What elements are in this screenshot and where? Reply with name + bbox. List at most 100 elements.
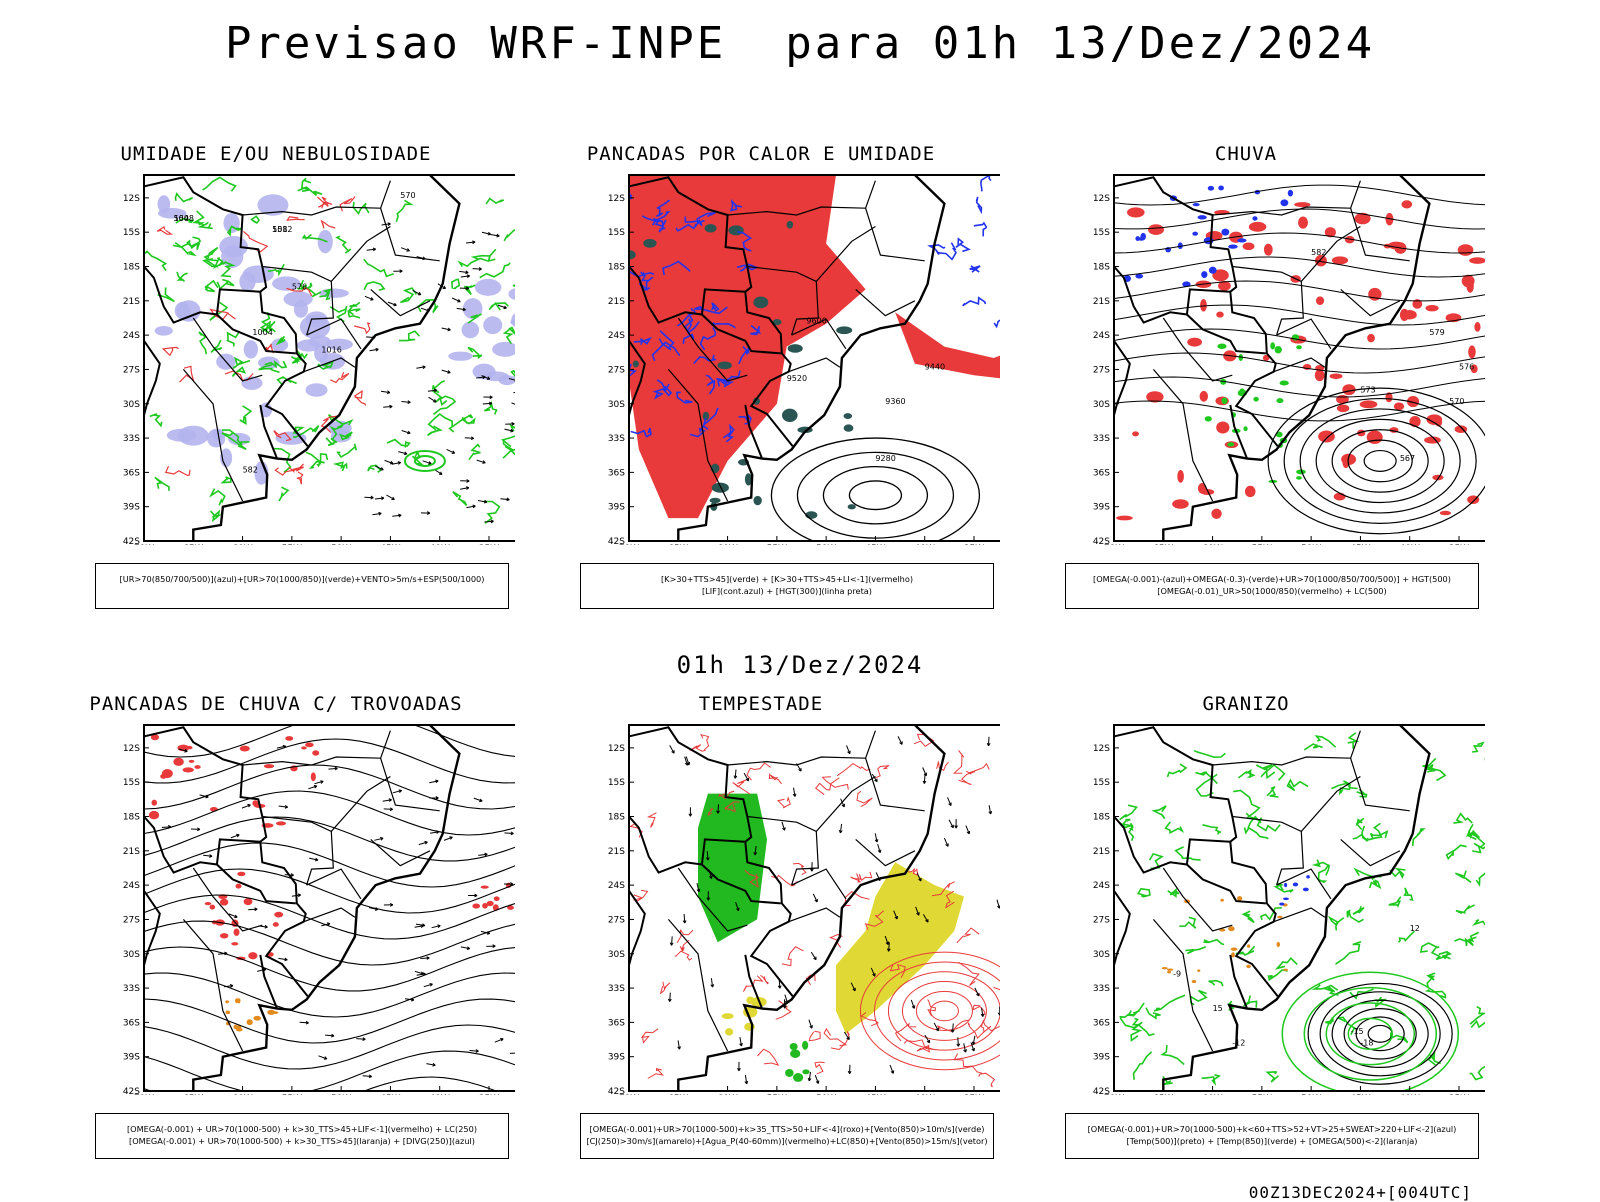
map-umidade[interactable]: 1008101210041016102057057658256455812S15… xyxy=(95,173,515,545)
map-tempestade[interactable]: 12S 15S 18S 21S 24S 27S 30S 33S 36S 39S 42S70W 65W 6… xyxy=(580,723,1000,1095)
map-layers xyxy=(144,725,515,1091)
legend-line-1: [K>30+TTS>45](verde) + [K>30+TTS>45+LI<-… xyxy=(660,574,914,584)
legend-line-1: [OMEGA(-0.001)+UR>70(1000-500)+k<60+TTS>… xyxy=(1087,1124,1457,1134)
contour-label: -12 xyxy=(1232,1038,1245,1047)
lon-label: 55W xyxy=(282,544,302,545)
panel-title: TEMPESTADE xyxy=(698,693,824,715)
lat-label: 36S xyxy=(1093,468,1110,478)
map-chuva[interactable]: 582 579 576 573 570 567 12S 15S 18S 21S 24S 27S 30S 3… xyxy=(1065,173,1485,545)
panel-title: CHUVA xyxy=(1214,143,1278,165)
lat-label: 42S xyxy=(608,1087,625,1095)
legend-line-2: [CJ(250)>30m/s](amarelo)+[Agua_P(40-60mm… xyxy=(586,1136,988,1146)
legend-box: [OMEGA(-0.001)+UR>70(1000-500)+k<60+TTS>… xyxy=(1065,1113,1479,1159)
lat-label: 30S xyxy=(1093,950,1110,960)
lon-label: 40W xyxy=(430,1094,450,1095)
lat-label: 24S xyxy=(123,881,140,891)
contour-label: -15 xyxy=(1351,1027,1364,1036)
contour-label: 1012 xyxy=(272,225,292,234)
lat-label: 42S xyxy=(123,537,140,545)
legend-box: [K>30+TTS>45](verde) + [K>30+TTS>45+LI<-… xyxy=(580,563,994,609)
lon-label: 60W xyxy=(717,544,737,545)
lat-label: 42S xyxy=(608,537,625,545)
lat-label: 18S xyxy=(608,263,625,273)
lat-label: 12S xyxy=(608,744,625,754)
contour-label: 1004 xyxy=(252,328,272,337)
lat-label: 27S xyxy=(608,915,625,925)
map-canvas: 9600 9520 9440 9360 9280 12S 15S 18S 21S 24S 27S 30… xyxy=(608,174,1000,545)
panel-chuva: CHUVA 582 579 576 573 570 567 12S 15S 18S 21S 24S 2… xyxy=(1016,143,1485,623)
lat-label: 24S xyxy=(608,881,625,891)
lat-label: 21S xyxy=(1093,297,1110,307)
lon-label: 40W xyxy=(430,544,450,545)
contour-label: 1016 xyxy=(321,345,341,354)
contour-label: 12 xyxy=(1410,924,1420,933)
map-pancadas-calor[interactable]: 9600 9520 9440 9360 9280 12S 15S 18S 21S 24S 27S 30… xyxy=(580,173,1000,545)
contour-label: 582 xyxy=(243,465,258,474)
lat-label: 15S xyxy=(1093,778,1110,788)
panel-title: GRANIZO xyxy=(1202,693,1290,715)
legend-line-1: [OMEGA(-0.001)-(azul)+OMEGA(-0.3)-(verde… xyxy=(1093,574,1451,584)
lon-label: 40W xyxy=(1400,1094,1420,1095)
lat-label: 36S xyxy=(608,1018,625,1028)
map-canvas: 12S 15S 18S 21S 24S 27S 30S 33S 36S 39S 42S70W 65W 6… xyxy=(123,724,515,1095)
contour-label: -9 xyxy=(1173,970,1181,979)
lon-label: 70W xyxy=(134,1094,154,1095)
map-granizo[interactable]: -12 -15 -18 -9 15 12 12S 15S 18S 21S 24S 27S 30S 33S 3… xyxy=(1065,723,1485,1095)
lat-label: 39S xyxy=(123,1053,140,1063)
lon-label: 55W xyxy=(282,1094,302,1095)
lat-label: 30S xyxy=(123,400,140,410)
map-layers: 10081012100410161020570576582564558 xyxy=(144,175,515,541)
lat-label: 33S xyxy=(608,984,625,994)
lon-label: 70W xyxy=(134,544,154,545)
contour-label: 15 xyxy=(1213,1004,1223,1013)
contour-label: 573 xyxy=(1360,385,1375,394)
lat-label: 18S xyxy=(1093,263,1110,273)
lat-label: 27S xyxy=(1093,915,1110,925)
legend-line-2: [LIF](cont.azul) + [HGT(300)](linha pret… xyxy=(701,586,873,596)
map-trovoadas[interactable]: 12S 15S 18S 21S 24S 27S 30S 33S 36S 39S 42S70W 65W 6… xyxy=(95,723,515,1095)
map-border xyxy=(143,724,515,1092)
lon-label: 50W xyxy=(331,544,351,545)
panel-tempestade: TEMPESTADE 12S 15S 18S 21S 24S 27S 30S 33S 36S 39… xyxy=(531,693,1000,1173)
contour-label: 9440 xyxy=(925,362,945,371)
contour-label: 9520 xyxy=(787,374,807,383)
legend-line-2: [Temp(500)](preto) + [Temp(850)](verde) … xyxy=(1126,1136,1418,1146)
lon-label: 70W xyxy=(619,1094,639,1095)
legend-box: [OMEGA(-0.001)+UR>70(1000-500)+k>35_TTS>… xyxy=(580,1113,994,1159)
lat-label: 12S xyxy=(123,744,140,754)
lon-label: 45W xyxy=(380,544,400,545)
lat-label: 15S xyxy=(123,228,140,238)
map-layers: -12 -15 -18 -9 15 12 xyxy=(1114,725,1485,1091)
legend-line-1: [UR>70(850/700/500)](azul)+[UR>70(1000/8… xyxy=(119,574,485,584)
main-title: Previsao WRF-INPE para 01h 13/Dez/2024 xyxy=(224,18,1376,69)
contour-label: 567 xyxy=(1400,454,1415,463)
contour-label: 570 xyxy=(1449,397,1464,406)
lat-label: 15S xyxy=(1093,228,1110,238)
legend-line-1: [OMEGA(-0.001) + UR>70(1000-500) + k>30_… xyxy=(126,1124,478,1134)
lat-label: 30S xyxy=(608,950,625,960)
lat-label: 18S xyxy=(1093,813,1110,823)
lon-label: 55W xyxy=(1252,544,1272,545)
lat-label: 27S xyxy=(1093,365,1110,375)
lat-label: 24S xyxy=(1093,331,1110,341)
lat-label: 21S xyxy=(123,297,140,307)
lat-label: 39S xyxy=(1093,1053,1110,1063)
lat-label: 24S xyxy=(123,331,140,341)
contour-label: 570 xyxy=(400,191,415,200)
lat-label: 33S xyxy=(608,434,625,444)
lon-label: 60W xyxy=(232,544,252,545)
contour-label: 558 xyxy=(272,225,287,234)
lon-label: 45W xyxy=(1350,544,1370,545)
lat-label: 36S xyxy=(123,1018,140,1028)
lat-label: 15S xyxy=(608,778,625,788)
lat-label: 21S xyxy=(608,847,625,857)
lat-label: 30S xyxy=(608,400,625,410)
lat-label: 30S xyxy=(123,950,140,960)
lon-label: 50W xyxy=(1301,1094,1321,1095)
lat-label: 39S xyxy=(608,1053,625,1063)
forecast-time-subtitle: 01h 13/Dez/2024 xyxy=(676,651,924,679)
lon-label: 65W xyxy=(1153,544,1173,545)
contour-label: 576 xyxy=(1459,362,1474,371)
run-timestamp: 00Z13DEC2024+[004UTC] xyxy=(1248,1183,1472,1202)
contour-label: -18 xyxy=(1360,1038,1373,1047)
